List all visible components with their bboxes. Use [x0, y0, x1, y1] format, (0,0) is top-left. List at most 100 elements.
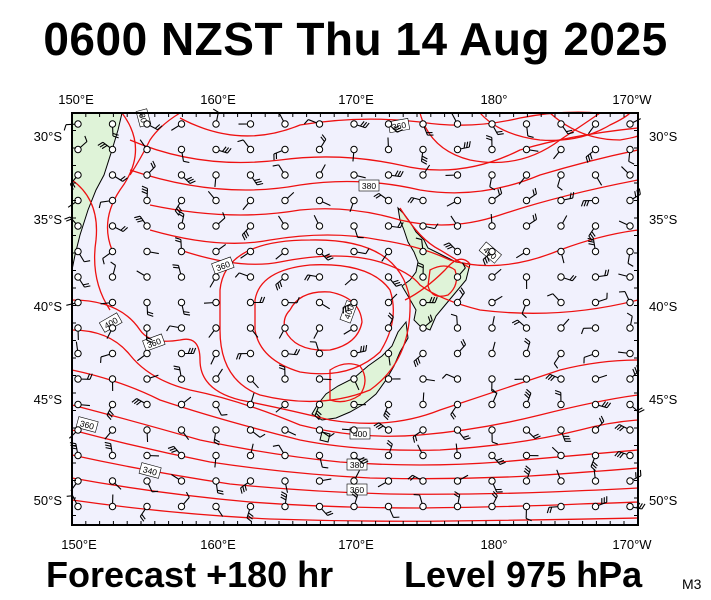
- wind-barb: [235, 349, 255, 360]
- y-tick-label: 35°S: [34, 212, 63, 227]
- wind-barb: [585, 145, 600, 163]
- wind-barb: [618, 273, 634, 281]
- wind-barb: [488, 120, 504, 136]
- wind-barb: [143, 298, 154, 317]
- wind-barb: [139, 139, 151, 154]
- wind-barb: [246, 171, 264, 186]
- wind-barb: [342, 298, 358, 314]
- wind-barb: [278, 215, 289, 230]
- wind-barb: [522, 213, 538, 230]
- y-tick-label: 40°S: [649, 299, 678, 314]
- contour-label: 340: [138, 462, 162, 479]
- wind-barb: [315, 298, 330, 310]
- wind-barb: [212, 368, 223, 383]
- wind-barb: [275, 400, 289, 413]
- wind-barb: [209, 273, 220, 288]
- wind-barb: [419, 392, 427, 409]
- wind-barb: [210, 349, 220, 365]
- wind-barb: [208, 324, 220, 338]
- wind-barb: [412, 426, 427, 443]
- contour-label: 360: [211, 256, 235, 275]
- wind-barb: [74, 400, 90, 409]
- wind-barb: [488, 268, 502, 281]
- wind-barb: [453, 287, 465, 307]
- wind-barb: [104, 426, 117, 440]
- wind-barb: [522, 120, 534, 138]
- wind-barb: [98, 196, 117, 209]
- wind-barb: [143, 247, 159, 256]
- wind-barb: [108, 120, 119, 139]
- australia-coast: [71, 112, 123, 271]
- contour-labels: 80 360 380 400 360 400 400 360: [75, 108, 502, 496]
- wind-barb: [450, 400, 462, 420]
- wind-barb: [108, 375, 117, 392]
- x-tick-label: 170°W: [612, 92, 652, 107]
- contour-label: 380: [358, 179, 380, 192]
- wind-barb: [588, 222, 600, 242]
- x-tick-label: 170°W: [612, 537, 652, 552]
- wind-barb: [143, 120, 163, 131]
- contour-label-text: 360: [215, 259, 232, 273]
- wind-barb: [557, 273, 577, 282]
- contour-label: 400: [349, 427, 371, 440]
- wind-barb: [419, 375, 435, 383]
- wind-barb: [139, 502, 151, 522]
- wind-barb: [278, 364, 289, 383]
- wind-barb: [488, 213, 496, 230]
- wind-barb: [557, 247, 565, 264]
- wind-barb: [106, 400, 117, 421]
- bottom-axis-labels: 150°E 160°E 170°E 180° 170°W: [61, 537, 652, 552]
- wind-barb: [246, 426, 266, 438]
- wind-barb: [551, 446, 565, 460]
- wind-barb: [207, 190, 220, 205]
- wind-barb: [246, 443, 255, 460]
- graticule-ticks: [71, 112, 639, 525]
- wind-barb: [240, 247, 255, 259]
- wind-barb: [177, 145, 190, 164]
- wind-barb: [315, 477, 332, 485]
- wind-barb: [350, 344, 368, 358]
- wind-barb: [384, 349, 393, 366]
- wind-barb: [315, 164, 326, 179]
- wind-barb: [384, 221, 404, 230]
- wind-barb: [547, 293, 565, 307]
- x-tick-label: 170°E: [338, 537, 374, 552]
- wind-barb: [212, 171, 220, 188]
- wind-barb: [521, 298, 531, 319]
- y-tick-label: 45°S: [34, 392, 63, 407]
- wind-barb: [143, 324, 153, 343]
- wind-barb: [143, 477, 159, 493]
- wind-barb: [304, 273, 324, 281]
- wind-barb: [488, 375, 498, 394]
- wind-barb: [621, 166, 634, 179]
- wind-barb: [557, 171, 565, 191]
- x-tick-label: 160°E: [200, 537, 236, 552]
- wind-barb: [275, 273, 289, 291]
- wind-barb: [522, 502, 532, 522]
- contour-label-text: 340: [142, 464, 159, 477]
- contour-label: 360: [75, 416, 99, 433]
- wind-barb: [143, 160, 156, 179]
- wind-barb: [350, 451, 369, 465]
- stewart-island: [319, 431, 331, 443]
- wind-barb: [453, 491, 462, 511]
- wind-barb: [522, 451, 539, 460]
- wind-barb: [281, 191, 295, 205]
- wind-barb: [174, 237, 186, 256]
- wind-barb: [143, 374, 159, 383]
- wind-barb: [522, 145, 539, 154]
- wind-barb: [488, 295, 503, 307]
- wind-barb: [212, 145, 232, 154]
- wind-barb: [246, 375, 259, 389]
- wind-barb: [315, 196, 331, 206]
- wind-barb: [143, 451, 160, 460]
- y-tick-label: 30°S: [649, 129, 678, 144]
- wind-barb: [482, 247, 496, 266]
- wind-barb: [381, 247, 393, 262]
- wind-barb: [350, 375, 360, 391]
- wind-barb: [446, 196, 462, 207]
- wind-barb: [102, 247, 117, 265]
- wind-barb: [177, 426, 190, 440]
- y-tick-label: 50°S: [34, 493, 63, 508]
- wind-barb: [419, 222, 439, 230]
